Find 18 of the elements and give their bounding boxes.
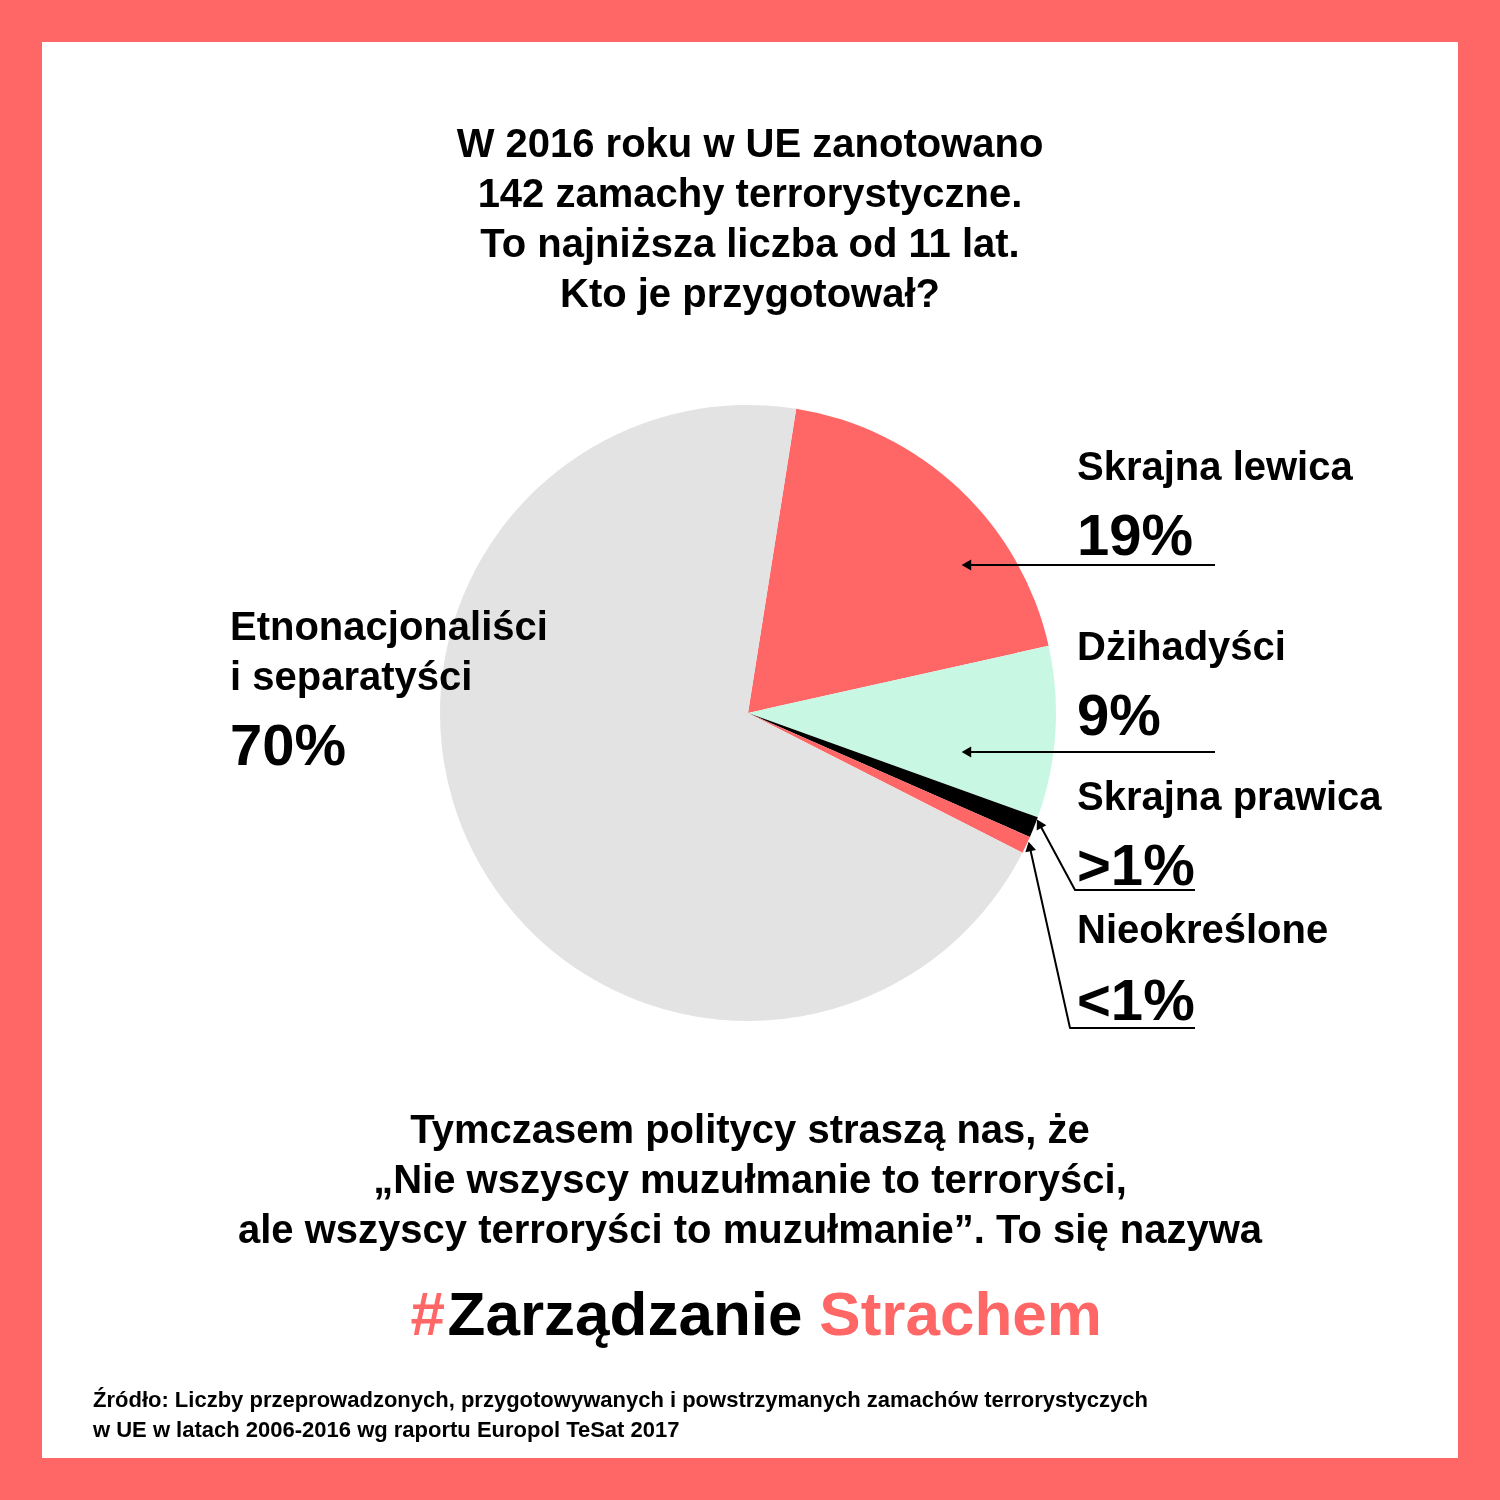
data-label: 19% (1077, 502, 1194, 567)
text: Źródło: Liczby przeprowadzonych, przygotowywanych i powstrzymanych zamachów terrorystyczych w UE w latach 2006-2016 wg raportu Europol TeSat 2017 (92, 1387, 1149, 1442)
slice-label: Nieokreślone (1077, 907, 1329, 951)
text: # (410, 1279, 445, 1348)
slice-label: Skrajna prawica (1077, 774, 1383, 818)
text: Strachem (819, 1279, 1102, 1348)
data-label: <1% (1077, 967, 1195, 1032)
text: Tymczasem politycy straszą nas, że „Nie wszyscy muzułmanie to terroryści, ale wszyscy terroryści to muzułmanie”. To się nazywa (237, 1107, 1263, 1251)
chart-title: W 2016 roku w UE zanotowano 142 zamachy terrorystyczne. To najniższa liczba od 11 lat. Kto je przygotował? (456, 121, 1044, 315)
slice-label: Dżihadyści (1077, 624, 1286, 668)
slice-label: Etnonacjonaliści i separatyści (230, 604, 548, 698)
pie-slice (748, 408, 1049, 713)
data-label: 70% (230, 712, 347, 777)
slice-label: Skrajna lewica (1077, 444, 1354, 488)
data-label: >1% (1077, 832, 1195, 897)
text: Zarządzanie (447, 1279, 803, 1348)
data-label: 9% (1077, 682, 1161, 747)
pie-slice (748, 645, 1056, 818)
